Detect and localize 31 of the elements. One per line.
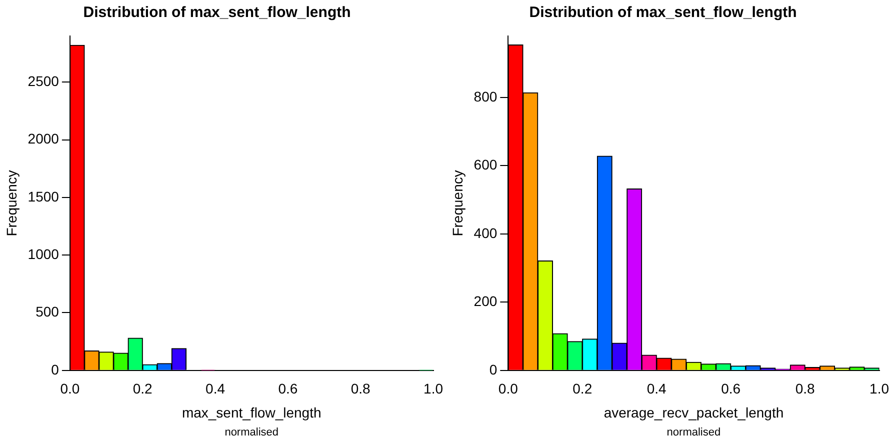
y-axis-title: Frequency [3, 170, 20, 236]
x-tick-label: 0.4 [646, 380, 667, 397]
x-axis-title: max_sent_flow_length [182, 404, 322, 420]
x-tick-label: 0.8 [350, 380, 371, 397]
x-tick-label: 0.4 [206, 380, 226, 397]
y-tick-label: 1500 [28, 188, 60, 204]
y-tick-label: 0 [489, 361, 498, 378]
x-tick-label: 0.0 [60, 380, 80, 397]
y-tick-label: 2000 [28, 130, 60, 147]
x-tick-label: 1.0 [870, 380, 890, 397]
y-tick-label: 400 [474, 224, 498, 241]
y-tick-label: 1000 [28, 246, 60, 262]
x-tick-label: 0.8 [795, 380, 815, 397]
y-tick-label: 600 [474, 156, 498, 173]
x-tick-label: 1.0 [424, 380, 444, 397]
x-tick-label: 0.2 [132, 380, 153, 397]
y-tick-label: 800 [474, 88, 498, 104]
x-tick-label: 0.2 [572, 380, 592, 397]
y-tick-label: 0 [51, 361, 60, 378]
chart-title: Distribution of max_sent_flow_length [529, 4, 797, 22]
y-tick-label: 200 [474, 293, 498, 310]
x-tick-label: 0.6 [721, 380, 741, 397]
text: normalised [224, 426, 279, 439]
y-tick-label: 500 [36, 304, 60, 320]
chart-title: Distribution of max_sent_flow_length [83, 4, 351, 22]
y-tick-label: 2500 [28, 72, 60, 89]
x-tick-label: 0.0 [498, 380, 518, 397]
x-axis-title: average_recv_packet_length [604, 404, 784, 420]
text: normalised [666, 426, 721, 439]
y-axis-title: Frequency [449, 170, 466, 236]
x-tick-label: 0.6 [278, 380, 298, 397]
